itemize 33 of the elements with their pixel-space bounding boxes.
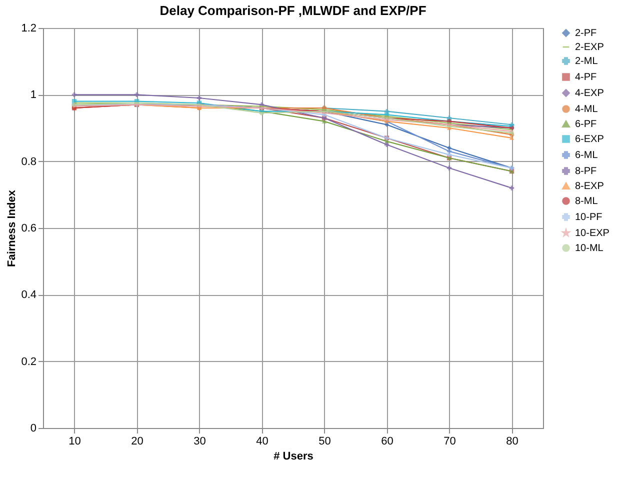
x-tick-label: 80 <box>506 436 518 448</box>
y-tick-label: 0 <box>30 422 36 434</box>
y-tick-label: 1 <box>30 89 36 102</box>
x-tick-label: 50 <box>318 436 331 448</box>
legend-label: 2-PF <box>575 28 597 39</box>
legend-label: 8-EXP <box>575 181 604 192</box>
legend-label: 10-EXP <box>575 228 610 239</box>
legend-label: 10-ML <box>575 243 604 254</box>
legend-label: 8-PF <box>575 166 597 177</box>
legend-label: 2-ML <box>575 56 598 67</box>
legend-label: 2-EXP <box>575 42 604 53</box>
legend-label: 6-ML <box>575 150 598 161</box>
y-tick-label: 0.6 <box>21 222 36 234</box>
legend-label: 6-EXP <box>575 134 604 145</box>
x-tick-label: 60 <box>381 436 394 448</box>
y-tick-label: 0.4 <box>21 289 36 302</box>
y-tick-label: 1.2 <box>21 22 36 34</box>
x-tick-label: 70 <box>444 436 456 448</box>
x-tick-label: 30 <box>194 436 206 448</box>
x-tick-label: 40 <box>256 436 268 448</box>
x-axis-title: # Users <box>274 450 314 462</box>
legend-label: 4-ML <box>575 104 598 115</box>
legend-label: 6-PF <box>575 119 597 130</box>
legend-label: 8-ML <box>575 196 598 207</box>
y-tick-label: 0.2 <box>21 356 36 368</box>
y-axis-title: Fairness Index <box>6 189 18 268</box>
x-tick-label: 20 <box>131 436 144 448</box>
legend-label: 4-EXP <box>575 88 604 99</box>
legend-label: 10-PF <box>575 212 602 223</box>
x-tick-label: 10 <box>68 436 81 448</box>
y-tick-label: 0.8 <box>21 156 36 168</box>
chart-title: Delay Comparison-PF ,MLWDF and EXP/PF <box>160 3 426 18</box>
legend-label: 4-PF <box>575 72 597 83</box>
